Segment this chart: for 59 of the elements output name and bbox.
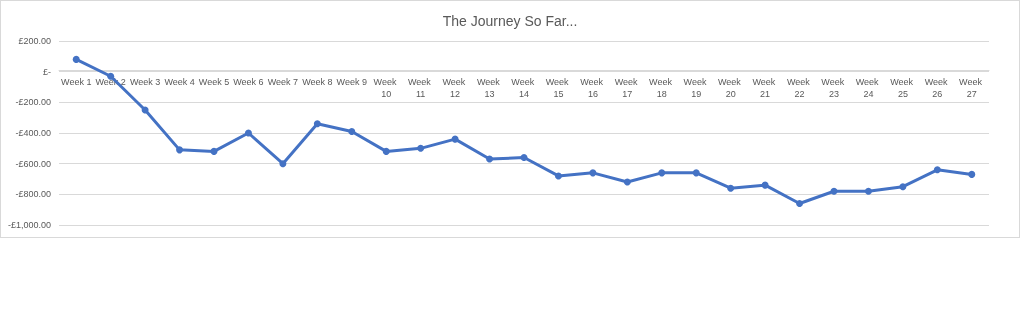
x-tick-label: Week 10 (373, 77, 399, 99)
x-tick-label: Week 18 (649, 77, 675, 99)
point (417, 144, 425, 152)
x-tick-label: Week 15 (545, 77, 572, 99)
x-tick-label: Week 19 (683, 77, 709, 99)
x-tick-label: Week 22 (786, 77, 813, 99)
x-tick-label: Week 3 (129, 77, 161, 87)
y-tick-label: -£400.00 (15, 128, 51, 138)
y-tick-label: £- (42, 66, 51, 77)
point (244, 129, 252, 137)
y-tick-label: -£200.00 (15, 97, 51, 108)
y-tick-label: -£1,000.00 (7, 220, 51, 230)
point (554, 172, 562, 180)
x-tick-label: Week 24 (855, 77, 882, 99)
point (623, 178, 631, 186)
point (658, 169, 666, 177)
x-tick-label: Week 17 (614, 77, 641, 99)
y-tick-label: £200.00 (18, 36, 51, 46)
point (348, 127, 356, 135)
point (176, 146, 184, 154)
x-tick-label: Week 23 (821, 77, 847, 99)
chart-title: The Journey So Far... (442, 13, 578, 29)
point (520, 154, 528, 162)
x-tick-label: Week 21 (752, 77, 778, 99)
point (864, 187, 872, 195)
x-tick-label: Week 16 (580, 77, 606, 99)
point (382, 147, 390, 155)
x-tick-label: Week 25 (890, 77, 916, 99)
point (692, 169, 700, 177)
x-tick-label: Week 12 (442, 77, 468, 99)
x-tick-label: Week 4 (164, 77, 195, 87)
point (761, 181, 769, 189)
point (451, 135, 459, 143)
point (72, 55, 80, 63)
point (727, 184, 735, 192)
point (313, 120, 321, 128)
y-tick-label: -£600.00 (15, 158, 51, 169)
x-tick-label: Week 26 (924, 77, 951, 99)
x-tick-label: Week 7 (267, 77, 299, 87)
x-tick-label: Week 20 (717, 77, 744, 99)
point (279, 160, 287, 168)
x-tick-label: Week 8 (302, 77, 333, 87)
point (968, 170, 976, 178)
point (210, 147, 218, 155)
x-tick-label: Week 1 (61, 77, 92, 87)
point (933, 166, 941, 174)
x-tick-label: Week 5 (198, 77, 230, 87)
x-tick-label: Week 11 (407, 77, 434, 99)
y-tick-label: -£800.00 (15, 189, 51, 200)
point (899, 183, 907, 191)
point (589, 169, 597, 177)
x-tick-label: Week 9 (336, 77, 367, 87)
point (486, 155, 494, 163)
x-tick-label: Week 13 (476, 77, 503, 99)
x-tick-label: Week 14 (511, 77, 537, 99)
point (830, 187, 838, 195)
x-tick-label: Week 27 (959, 77, 985, 99)
point (796, 200, 804, 208)
x-tick-label: Week 6 (233, 77, 264, 87)
